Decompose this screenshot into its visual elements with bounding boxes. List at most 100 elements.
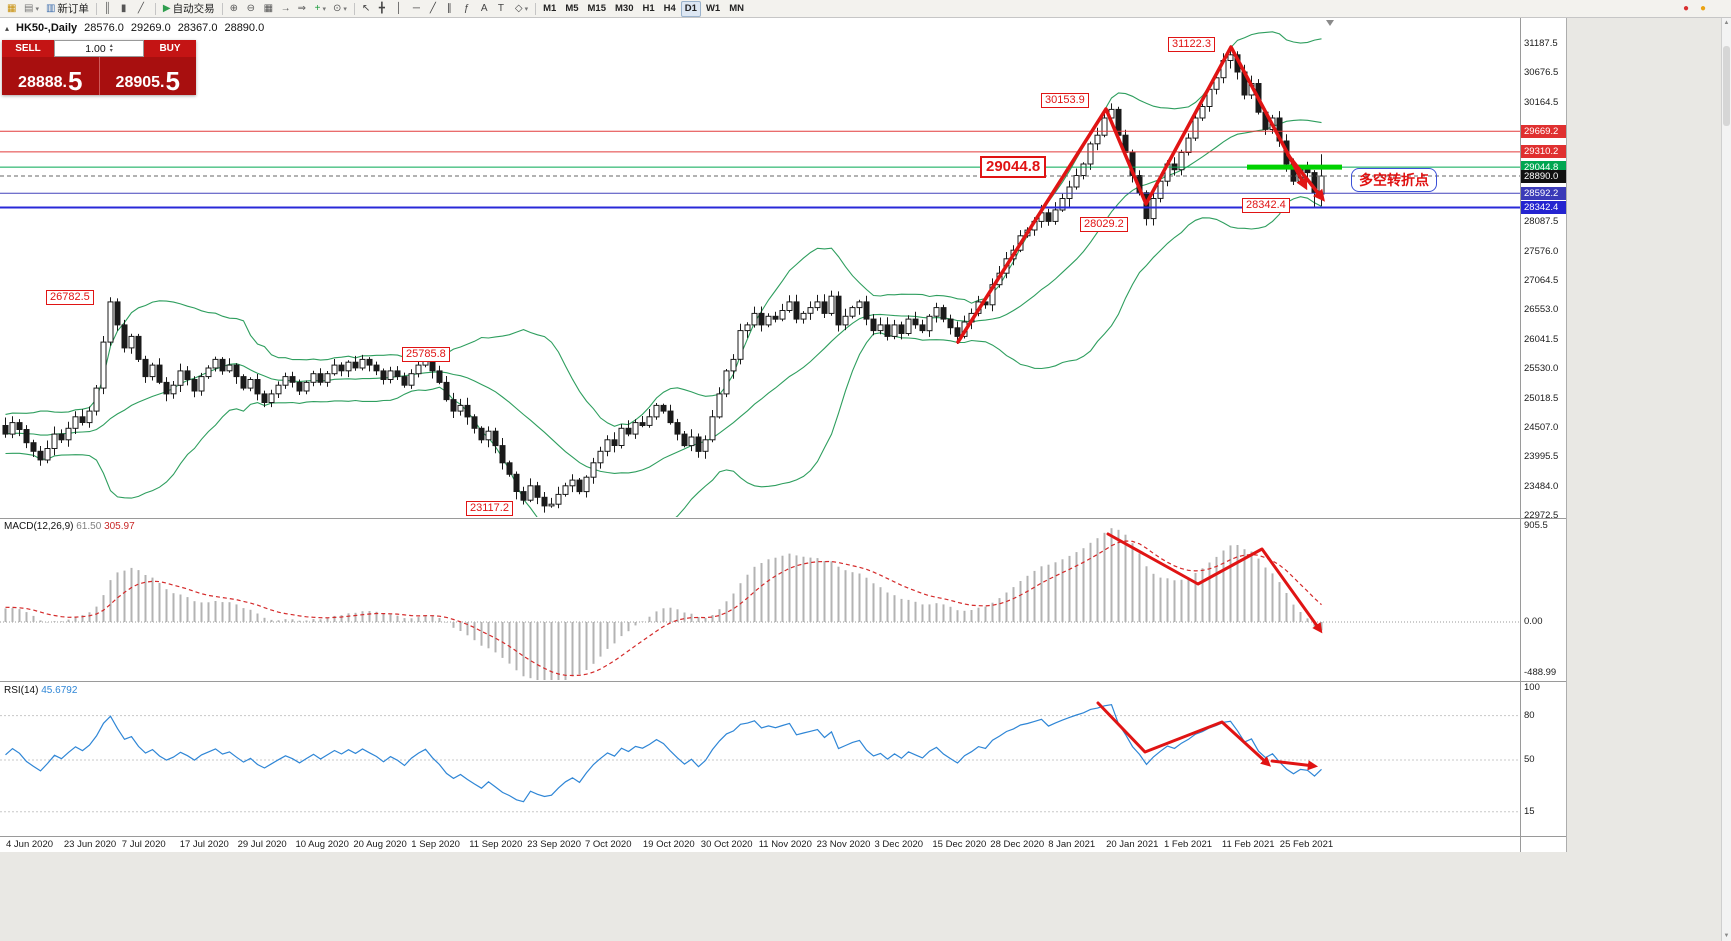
vertical-line-button[interactable]: │ (393, 1, 409, 17)
timeframe-h4-button[interactable]: H4 (663, 3, 676, 14)
symbol-icon: ▴ (5, 23, 10, 33)
chevron-down-icon[interactable]: ▾ (35, 5, 39, 13)
date-axis-label: 19 Oct 2020 (642, 839, 695, 850)
chart-shift-button[interactable]: ⇒ (295, 1, 311, 17)
price-axis-label: 30164.5 (1524, 96, 1559, 108)
scroll-up-icon[interactable]: ▲ (1723, 20, 1730, 26)
horizontal-line-button[interactable]: ─ (410, 1, 426, 17)
price-annotation[interactable]: 31122.3 (1168, 37, 1215, 52)
price-annotation[interactable]: 26782.5 (46, 290, 94, 305)
bar-chart-type-button[interactable]: ║ (101, 1, 117, 17)
label-button[interactable]: T (495, 1, 511, 17)
lot-size-input[interactable]: 1.00 ▴ ▾ (54, 40, 144, 57)
sell-price[interactable]: 28888. 5 (2, 57, 99, 95)
text-button[interactable]: A (478, 1, 494, 17)
date-axis-label: 30 Oct 2020 (700, 839, 753, 850)
lot-down-icon[interactable]: ▾ (109, 47, 113, 54)
tile-windows-button[interactable]: ▦ (261, 1, 277, 17)
cursor-button[interactable]: ↖ (359, 1, 375, 17)
price-axis-label: 24507.0 (1524, 421, 1559, 433)
vertical-scrollbar[interactable]: ▲ ▼ (1721, 18, 1731, 941)
lot-size-value: 1.00 (85, 42, 106, 55)
turning-point-label[interactable]: 多空转折点 (1351, 168, 1437, 192)
alert-red-icon-icon: ● (1683, 2, 1690, 14)
sell-button[interactable]: SELL (2, 40, 54, 57)
toolbar-timeframes: M1 M5 M15 M30 H1 H4 D1 W1 MN (539, 0, 748, 17)
channel-icon: ∥ (446, 2, 452, 14)
timeframe-h1-button[interactable]: H1 (642, 3, 655, 14)
cursor-icon: ↖ (361, 2, 371, 14)
toolbar-separator (353, 2, 355, 15)
buy-button[interactable]: BUY (144, 40, 196, 57)
date-axis-label: 7 Jul 2020 (121, 839, 166, 850)
macd-title: MACD(12,26,9) (4, 521, 74, 532)
trendline-button[interactable]: ╱ (427, 1, 443, 17)
date-axis-label: 23 Jun 2020 (63, 839, 117, 850)
chevron-down-icon[interactable]: ▾ (322, 5, 326, 13)
new-order-button[interactable]: ▥ 新订单 (43, 1, 92, 17)
price-axis-label: 26041.5 (1524, 333, 1559, 345)
periods-button[interactable]: ⊙ ▾ (330, 1, 350, 17)
scroll-down-icon[interactable]: ▼ (1723, 933, 1730, 939)
profiles-button[interactable]: ▤ ▾ (21, 1, 42, 17)
workspace-bottom (0, 852, 1567, 941)
date-axis-label: 11 Nov 2020 (758, 839, 812, 850)
buy-price-frac: 5 (165, 66, 180, 96)
sell-price-main: 28888. (18, 74, 67, 91)
indicators-icon: + (314, 2, 321, 14)
chevron-down-icon[interactable]: ▾ (524, 5, 529, 13)
auto-trading-button[interactable]: ▶ 自动交易 (160, 1, 218, 17)
auto-scroll-button[interactable]: → (278, 1, 294, 17)
lot-stepper[interactable]: ▴ ▾ (109, 42, 113, 54)
alert-yellow-icon[interactable]: ● (1697, 1, 1713, 17)
zoom-in-button[interactable]: ⊕ (227, 1, 243, 17)
date-axis-label: 23 Nov 2020 (816, 839, 871, 850)
new-chart-button[interactable]: ▦ (4, 1, 20, 17)
lot-up-icon[interactable]: ▴ (109, 42, 113, 49)
tile-windows-icon: ▦ (263, 2, 274, 14)
price-tag: 28342.4 (1521, 201, 1566, 214)
timeframe-d1-button[interactable]: D1 (680, 0, 701, 17)
timeframe-m1-button[interactable]: M1 (543, 3, 557, 14)
fibonacci-button[interactable]: ƒ (461, 1, 477, 17)
buy-price[interactable]: 28905. 5 (100, 57, 197, 95)
toolbar-left: ▦ ▤ ▾ ▥ 新订单 ║ ▮ ╱ ▶ 自动交易 ⊕ ⊖ ▦ → ⇒ + ▾ ⊙ ▾ ↖ ╋ │ ─ ╱ ∥ ƒ A T ◇ ▾ (4, 1, 539, 17)
price-axis-label: 30676.5 (1524, 67, 1559, 79)
crosshair-button[interactable]: ╋ (376, 1, 392, 17)
price-tag: 28890.0 (1521, 169, 1566, 183)
rsi-value: 45.6792 (41, 685, 78, 696)
timeframe-w1-button[interactable]: W1 (705, 3, 721, 14)
line-chart-type-button[interactable]: ╱ (135, 1, 151, 17)
price-annotation[interactable]: 25785.8 (402, 347, 450, 362)
auto-trading-button-label: 自动交易 (172, 3, 215, 15)
price-annotation[interactable]: 23117.2 (466, 501, 513, 516)
channel-button[interactable]: ∥ (444, 1, 460, 17)
price-annotation[interactable]: 28342.4 (1242, 198, 1290, 213)
candlestick-chart-type-button[interactable]: ▮ (118, 1, 134, 17)
alert-red-icon[interactable]: ● (1680, 1, 1696, 17)
date-axis-label: 8 Jan 2021 (1048, 839, 1096, 850)
chart-shift-icon: ⇒ (297, 2, 307, 14)
price-annotation[interactable]: 29044.8 (980, 156, 1047, 178)
rsi-axis-label: 50 (1524, 754, 1535, 765)
profiles-icon: ▤ (24, 2, 34, 14)
date-axis-label: 4 Jun 2020 (6, 839, 54, 850)
header-high: 29269.0 (130, 22, 171, 34)
price-tag: 28592.2 (1521, 186, 1566, 200)
indicators-button[interactable]: + ▾ (312, 1, 329, 17)
timeframe-m15-button[interactable]: M15 (587, 3, 606, 14)
price-annotation[interactable]: 30153.9 (1041, 93, 1089, 108)
timeframe-m5-button[interactable]: M5 (565, 3, 579, 14)
shapes-button[interactable]: ◇ ▾ (512, 1, 531, 17)
sell-price-frac: 5 (67, 66, 83, 96)
timeframe-m30-button[interactable]: M30 (615, 3, 634, 14)
line-chart-type-icon: ╱ (137, 2, 144, 14)
timeframe-mn-button[interactable]: MN (729, 3, 744, 14)
chevron-down-icon[interactable]: ▾ (343, 5, 347, 13)
price-annotation[interactable]: 28029.2 (1080, 217, 1128, 232)
scrollbar-thumb[interactable] (1723, 46, 1730, 126)
zoom-out-icon: ⊖ (246, 2, 256, 14)
zoom-out-button[interactable]: ⊖ (244, 1, 260, 17)
price-axis-label: 23995.5 (1524, 451, 1559, 463)
